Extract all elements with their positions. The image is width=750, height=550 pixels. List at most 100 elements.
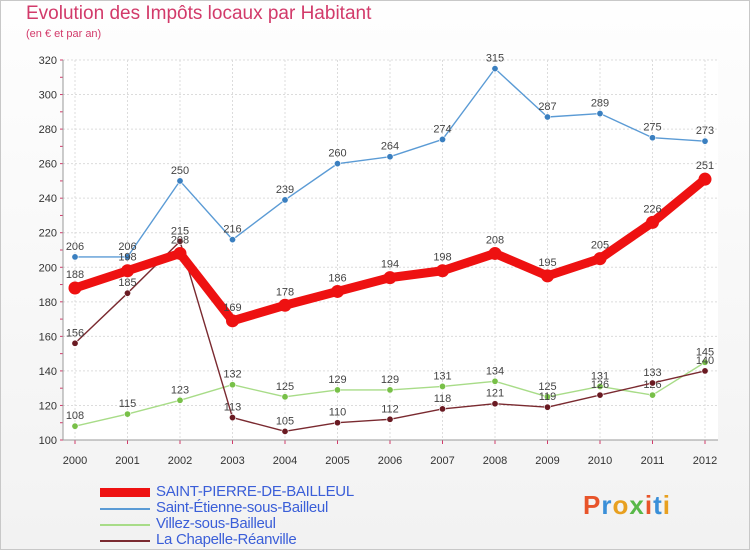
- data-label: 194: [381, 259, 399, 271]
- data-label: 129: [381, 374, 399, 386]
- data-label: 226: [643, 203, 661, 215]
- legend-label: La Chapelle-Réanville: [156, 531, 297, 548]
- data-point: [701, 358, 709, 366]
- data-label: 125: [276, 381, 294, 393]
- data-label: 250: [171, 165, 189, 177]
- data-label: 287: [538, 101, 556, 113]
- data-label: 188: [66, 269, 84, 281]
- data-label: 140: [696, 355, 714, 367]
- data-label: 239: [276, 184, 294, 196]
- data-point: [488, 246, 502, 260]
- data-point: [176, 396, 184, 404]
- x-tick-label: 2004: [273, 455, 297, 467]
- data-label: 208: [171, 234, 189, 246]
- x-tick-label: 2001: [115, 455, 139, 467]
- line-chart: 100 120 140 160 180 200 220 240 260 280 300 320 2000…: [39, 53, 718, 467]
- data-label: 275: [643, 122, 661, 134]
- logo-letter: P: [583, 490, 602, 520]
- x-tick-label: 2003: [220, 455, 244, 467]
- y-tick-label: 260: [39, 159, 57, 171]
- data-point: [491, 377, 499, 385]
- data-label: 126: [591, 379, 609, 391]
- data-label: 205: [591, 240, 609, 252]
- data-label: 208: [486, 234, 504, 246]
- logo-letter: r: [601, 490, 613, 520]
- data-label: 198: [433, 252, 451, 264]
- data-label: 113: [224, 402, 242, 414]
- data-label: 195: [538, 257, 556, 269]
- data-point: [596, 110, 604, 118]
- data-point: [386, 415, 394, 423]
- data-label: 273: [696, 125, 714, 137]
- data-point: [541, 269, 554, 283]
- x-tick-label: 2011: [641, 455, 665, 467]
- data-point: [438, 135, 446, 143]
- data-label: 112: [381, 403, 399, 415]
- data-label: 289: [591, 98, 609, 110]
- data-label: 169: [223, 302, 241, 314]
- data-label: 118: [434, 393, 452, 405]
- logo-letter: i: [644, 490, 654, 520]
- data-label: 129: [328, 374, 346, 386]
- data-point: [278, 298, 292, 312]
- data-point: [333, 160, 341, 168]
- legend-swatch: [100, 540, 150, 542]
- x-tick-label: 2000: [63, 455, 87, 467]
- proxiti-logo: Proxiti: [583, 490, 671, 521]
- data-point: [701, 367, 709, 375]
- data-label: 123: [171, 384, 189, 396]
- legend-label: SAINT-PIERRE-DE-BAILLEUL: [156, 483, 354, 500]
- data-point: [648, 391, 656, 399]
- data-point: [124, 289, 132, 297]
- data-label: 260: [328, 148, 346, 160]
- data-point: [543, 393, 551, 401]
- data-point: [386, 153, 394, 161]
- data-point: [124, 253, 132, 261]
- data-point: [701, 137, 709, 145]
- x-tick-label: 2010: [588, 455, 612, 467]
- x-tick-label: 2002: [168, 455, 192, 467]
- chart-title: Evolution des Impôts locaux par Habitant: [26, 3, 372, 24]
- data-point: [71, 339, 79, 347]
- y-tick-label: 160: [39, 331, 57, 343]
- y-tick-label: 240: [39, 193, 57, 205]
- y-tick-label: 200: [39, 262, 57, 274]
- data-point: [173, 246, 187, 260]
- legend-swatch: [100, 508, 150, 510]
- data-point: [331, 284, 344, 298]
- data-point: [596, 391, 604, 399]
- data-label: 186: [328, 272, 346, 284]
- x-tick-label: 2012: [693, 455, 717, 467]
- logo-letter: o: [612, 490, 630, 520]
- data-point: [124, 410, 132, 418]
- legend-swatch: [100, 488, 150, 497]
- logo-letter: t: [653, 490, 663, 520]
- legend-swatch: [100, 524, 150, 526]
- data-point: [333, 419, 341, 427]
- data-point: [71, 422, 79, 430]
- data-point: [281, 427, 289, 435]
- data-point: [438, 405, 446, 413]
- logo-letter: x: [629, 490, 645, 520]
- x-tick-label: 2005: [325, 455, 349, 467]
- data-label: 110: [329, 407, 347, 419]
- y-tick-label: 140: [39, 366, 57, 378]
- data-point: [646, 215, 659, 229]
- data-label: 132: [223, 369, 241, 381]
- data-label: 215: [171, 225, 189, 237]
- data-label: 115: [119, 398, 137, 410]
- data-label: 216: [223, 224, 241, 236]
- data-point: [333, 386, 341, 394]
- data-point: [596, 382, 604, 390]
- x-tick-label: 2009: [535, 455, 559, 467]
- x-tick-label: 2006: [378, 455, 402, 467]
- data-point: [383, 271, 397, 285]
- data-label: 264: [381, 141, 399, 153]
- data-label: 131: [591, 370, 609, 382]
- data-point: [543, 113, 551, 121]
- data-point: [176, 177, 184, 185]
- data-label: 145: [696, 346, 714, 358]
- data-point: [229, 381, 237, 389]
- y-tick-label: 320: [39, 55, 57, 67]
- data-point: [229, 236, 237, 244]
